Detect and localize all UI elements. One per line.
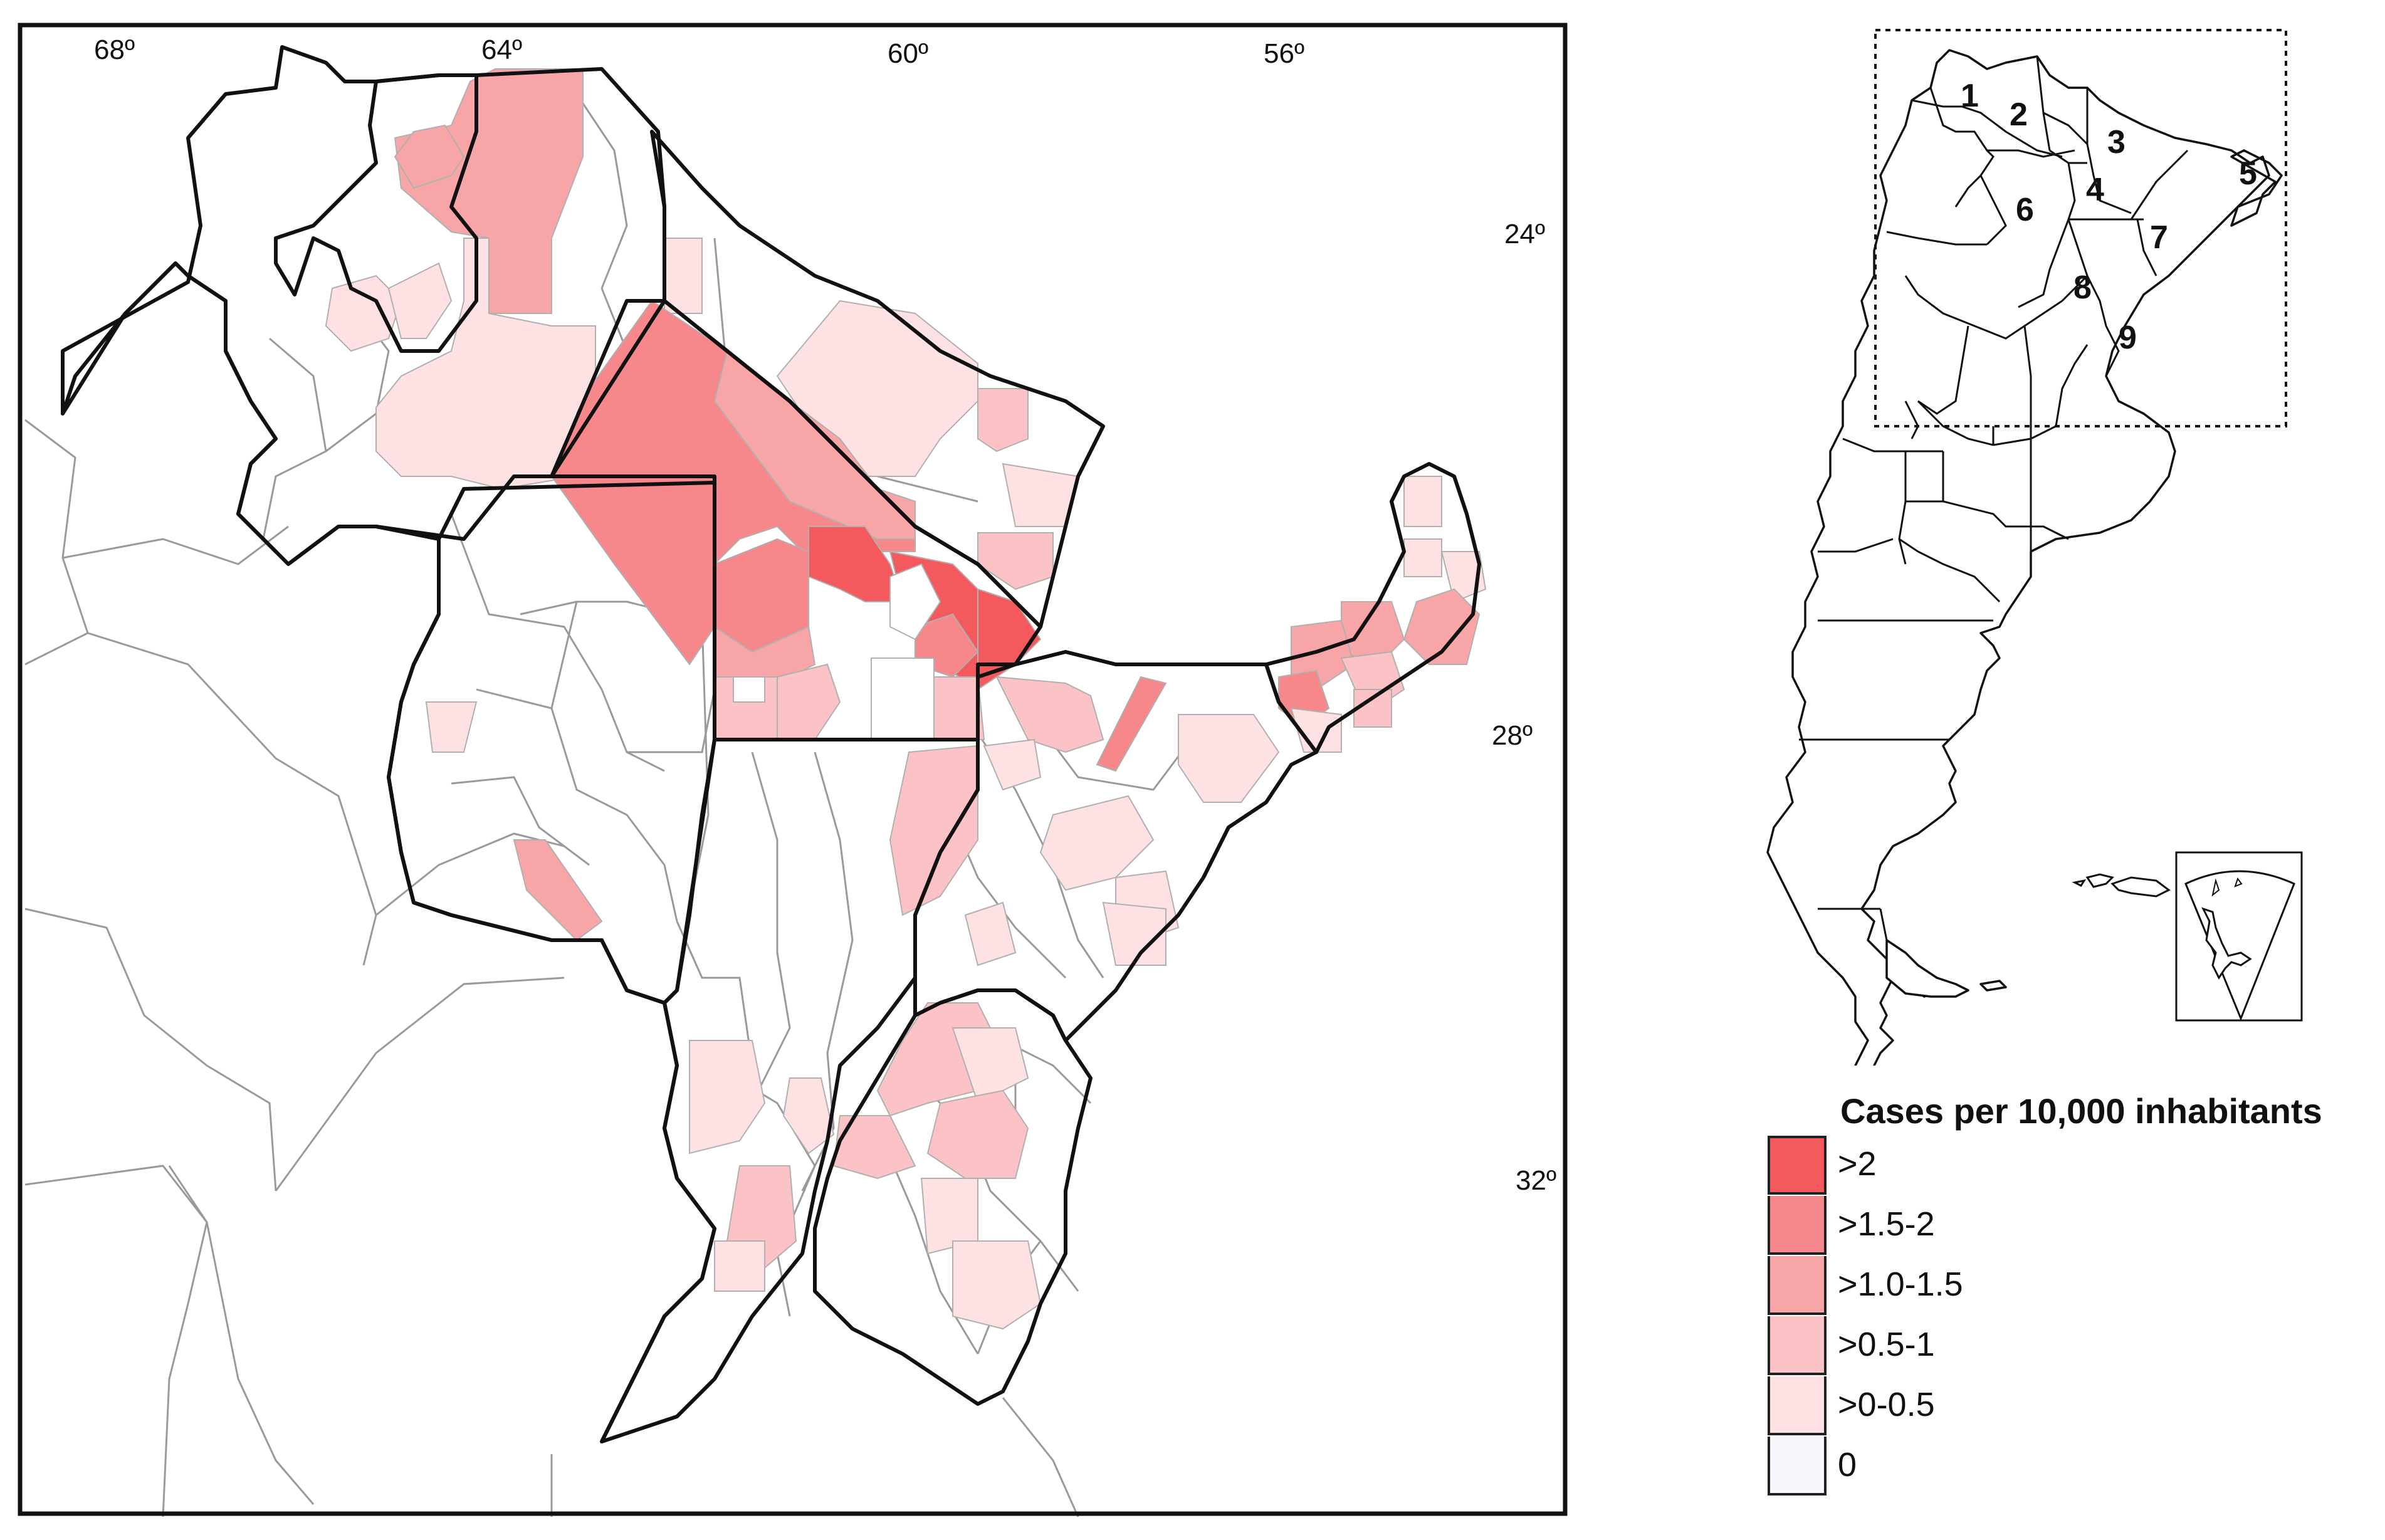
province-tucuman [287, 525, 716, 1443]
legend-label: >1.0-1.5 [1838, 1265, 1963, 1303]
region-number-2: 2 [2010, 97, 2028, 133]
dept-formosa-east-a [977, 388, 1029, 453]
dept-chaco-sw-white [733, 676, 765, 703]
dept-entrerios-c [926, 1089, 1029, 1179]
legend-item: >0-0.5 [1768, 1376, 2144, 1435]
province-misiones [1264, 462, 1481, 754]
dept-misiones-n2 [1403, 538, 1442, 577]
map-frame [18, 23, 1568, 1516]
region-numbers: 1 2 3 4 5 6 7 8 9 [1961, 78, 2257, 356]
antarctica-land [2201, 907, 2252, 980]
region-number-3: 3 [2107, 124, 2126, 160]
dept-santafe-mid-b [782, 1077, 835, 1155]
region-number-4: 4 [2086, 172, 2104, 208]
dept-santafe-south-b [714, 1240, 765, 1292]
dept-corrientes-stripe [1096, 676, 1167, 772]
legend-item: >1.5-2 [1768, 1196, 2144, 1255]
legend-label: >0.5-1 [1838, 1326, 1935, 1363]
lon-label-56: 56º [1264, 38, 1304, 69]
region-number-1: 1 [1961, 78, 1979, 114]
dept-misiones-s2 [1290, 707, 1342, 753]
dept-jujuy-south [387, 262, 453, 339]
dept-corrientes-south-b [1102, 901, 1166, 966]
dept-santiago-stripe [513, 839, 603, 941]
region-number-7: 7 [2150, 219, 2168, 256]
legend-swatch [1768, 1196, 1827, 1255]
legend-item: 0 [1768, 1437, 2144, 1495]
lon-label-68: 68º [94, 34, 135, 65]
antarctica-sector [2184, 870, 2295, 1022]
dept-misiones-n [1403, 476, 1442, 527]
region-number-9: 9 [2119, 320, 2137, 356]
dept-corrientes-west [983, 738, 1042, 791]
antarctica-inset [2175, 851, 2303, 1022]
legend-label: 0 [1838, 1446, 1857, 1484]
dept-santafe-mid [689, 1040, 766, 1155]
dept-entrerios-s [952, 1240, 1042, 1330]
dept-chaco-center-a [808, 526, 904, 602]
antarctica-frame [2175, 851, 2303, 1022]
inset-map: 1 2 3 4 5 6 7 8 9 [1766, 29, 2303, 1066]
dept-entrerios-w [832, 1115, 916, 1180]
study-area-box [1874, 29, 2287, 427]
legend-swatch [1768, 1376, 1827, 1435]
province-salta-west [61, 261, 278, 553]
region-number-5: 5 [2239, 155, 2257, 192]
legend-swatch [1768, 1136, 1827, 1195]
legend-item: >0.5-1 [1768, 1316, 2144, 1375]
choropleth-fills [325, 68, 1487, 1330]
lat-label-28: 28º [1492, 720, 1533, 751]
lon-label-64: 64º [481, 34, 522, 65]
longitude-labels: 68º 64º 60º 56º [94, 34, 1304, 69]
dept-chaco-north [713, 350, 916, 540]
legend-swatch [1768, 1437, 1827, 1495]
department-borders [24, 75, 1192, 1517]
dept-salta-small-a [325, 275, 402, 352]
region-number-6: 6 [2016, 192, 2034, 228]
province-entrerios [813, 988, 1093, 1406]
dept-entrerios-nc [951, 1027, 1029, 1104]
lon-label-60: 60º [888, 38, 928, 69]
lat-label-24: 24º [1504, 219, 1545, 249]
legend-item: >2 [1768, 1136, 2144, 1195]
dept-formosa-east-c [977, 532, 1054, 590]
dept-corrientes-ne [995, 676, 1104, 753]
legend-swatch [1768, 1316, 1827, 1375]
legend-label: >1.5-2 [1838, 1205, 1935, 1243]
legend-item: >1.0-1.5 [1768, 1256, 2144, 1315]
main-map: 68º 64º 60º 56º 24º 28º 32º [18, 23, 1568, 1517]
dept-tucuman-a [425, 701, 478, 753]
dept-corrientes-sw [964, 901, 1017, 966]
dept-chaco-center-white2 [889, 563, 941, 641]
province-borders [61, 45, 1481, 1443]
legend-title: Cases per 10,000 inhabitants [1840, 1091, 2322, 1131]
lat-label-32: 32º [1516, 1165, 1556, 1196]
legend-swatch [1768, 1256, 1827, 1315]
dept-corrientes-east [1178, 714, 1280, 803]
malvinas-islands [2072, 873, 2171, 898]
legend-label: >0-0.5 [1838, 1386, 1935, 1423]
dept-jujuy-east [394, 124, 465, 189]
latitude-labels: 24º 28º 32º [1492, 219, 1556, 1196]
legend-label: >2 [1838, 1145, 1877, 1183]
dept-misiones-sc [1353, 689, 1392, 728]
region-number-8: 8 [2073, 270, 2092, 306]
province-jujuy [274, 73, 478, 353]
dept-chaco-south-b [777, 663, 841, 740]
